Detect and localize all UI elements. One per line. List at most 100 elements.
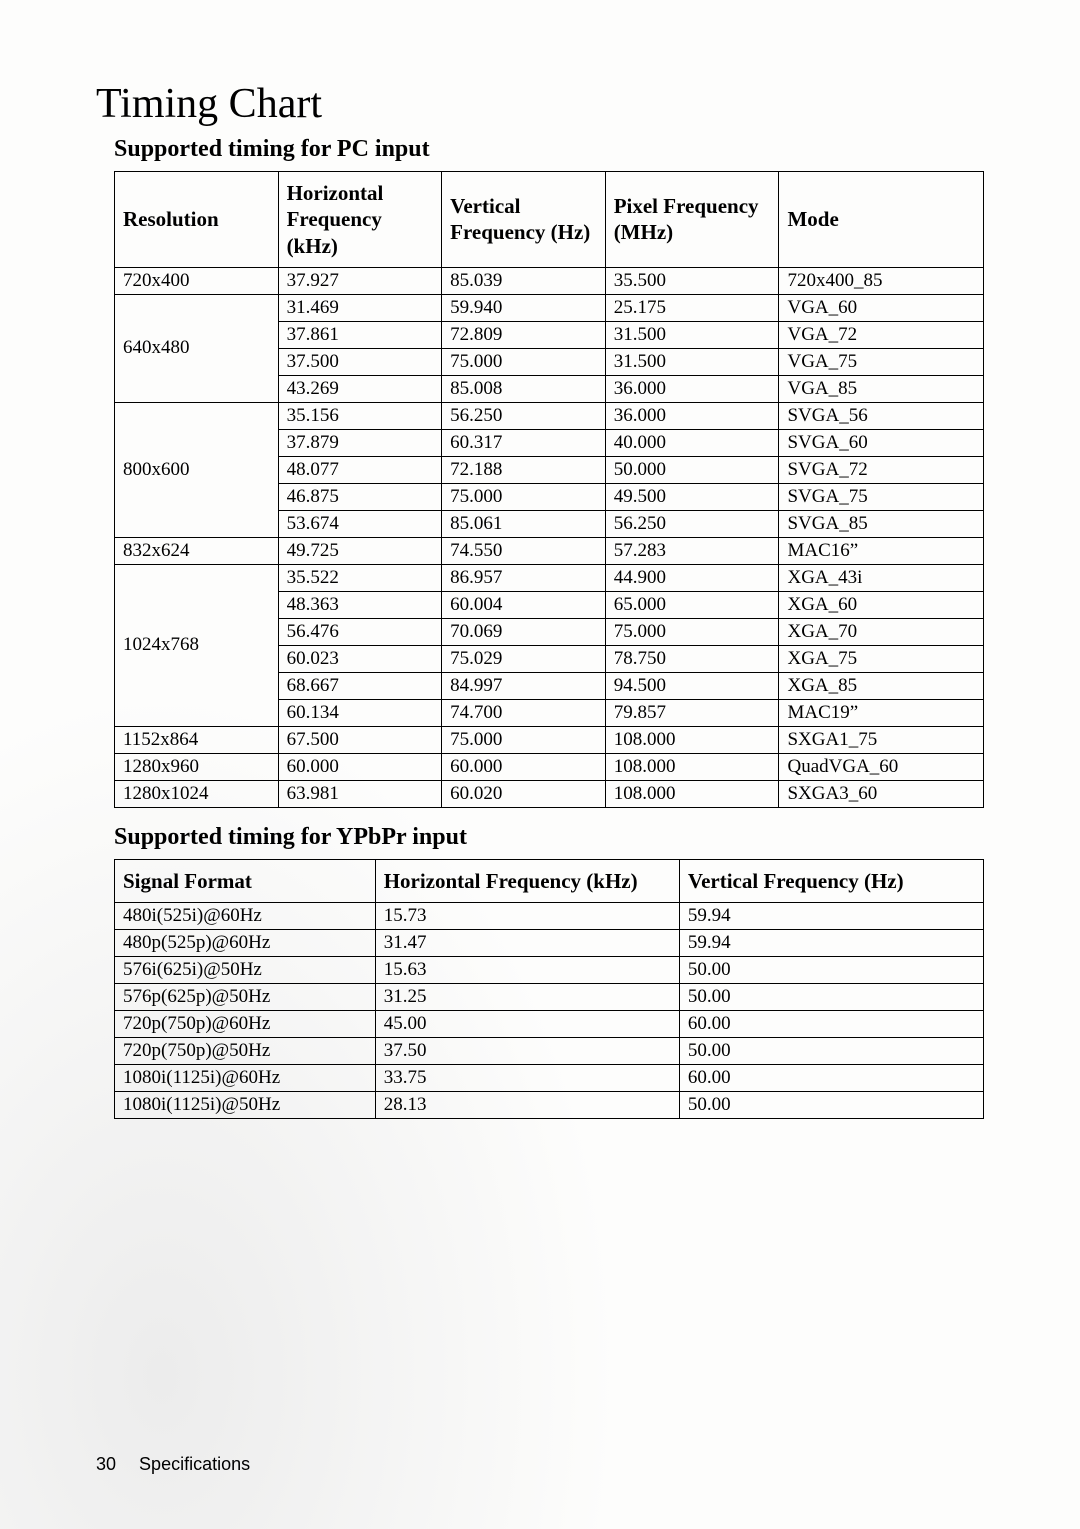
table-row: 480p(525p)@60Hz31.4759.94 xyxy=(115,930,984,957)
cell-vfreq: 75.029 xyxy=(442,645,606,672)
cell-resolution: 1280x960 xyxy=(115,753,279,780)
cell-hfreq: 48.077 xyxy=(278,456,442,483)
cell-hfreq: 43.269 xyxy=(278,375,442,402)
table-header-row: Resolution Horizontal Frequency (kHz) Ve… xyxy=(115,172,984,268)
cell-hfreq: 31.47 xyxy=(375,930,679,957)
cell-mode: VGA_60 xyxy=(779,294,984,321)
cell-signal: 576i(625i)@50Hz xyxy=(115,957,376,984)
cell-mode: SVGA_56 xyxy=(779,402,984,429)
cell-signal: 1080i(1125i)@60Hz xyxy=(115,1065,376,1092)
cell-pfreq: 35.500 xyxy=(605,267,779,294)
page: Timing Chart Supported timing for PC inp… xyxy=(0,0,1080,1529)
table-row: 1080i(1125i)@50Hz28.1350.00 xyxy=(115,1092,984,1119)
cell-mode: SVGA_60 xyxy=(779,429,984,456)
cell-mode: QuadVGA_60 xyxy=(779,753,984,780)
cell-mode: MAC19” xyxy=(779,699,984,726)
cell-pfreq: 31.500 xyxy=(605,321,779,348)
col-signal-format: Signal Format xyxy=(115,859,376,902)
cell-vfreq: 50.00 xyxy=(679,957,983,984)
cell-vfreq: 75.000 xyxy=(442,483,606,510)
cell-pfreq: 79.857 xyxy=(605,699,779,726)
cell-mode: SVGA_72 xyxy=(779,456,984,483)
cell-mode: SVGA_75 xyxy=(779,483,984,510)
cell-resolution: 1280x1024 xyxy=(115,780,279,807)
cell-vfreq: 50.00 xyxy=(679,1092,983,1119)
cell-signal: 576p(625p)@50Hz xyxy=(115,984,376,1011)
cell-vfreq: 59.940 xyxy=(442,294,606,321)
cell-vfreq: 56.250 xyxy=(442,402,606,429)
cell-vfreq: 70.069 xyxy=(442,618,606,645)
cell-pfreq: 94.500 xyxy=(605,672,779,699)
cell-pfreq: 108.000 xyxy=(605,780,779,807)
cell-hfreq: 53.674 xyxy=(278,510,442,537)
cell-vfreq: 59.94 xyxy=(679,903,983,930)
cell-vfreq: 74.700 xyxy=(442,699,606,726)
cell-resolution: 640x480 xyxy=(115,294,279,402)
cell-vfreq: 60.000 xyxy=(442,753,606,780)
cell-hfreq: 28.13 xyxy=(375,1092,679,1119)
cell-vfreq: 86.957 xyxy=(442,564,606,591)
table-row: 640x48031.46959.94025.175VGA_60 xyxy=(115,294,984,321)
table-row: 576i(625i)@50Hz15.6350.00 xyxy=(115,957,984,984)
cell-vfreq: 60.317 xyxy=(442,429,606,456)
cell-pfreq: 78.750 xyxy=(605,645,779,672)
cell-signal: 480p(525p)@60Hz xyxy=(115,930,376,957)
cell-signal: 720p(750p)@50Hz xyxy=(115,1038,376,1065)
cell-hfreq: 35.522 xyxy=(278,564,442,591)
pc-timing-table: Resolution Horizontal Frequency (kHz) Ve… xyxy=(114,171,984,808)
cell-hfreq: 15.73 xyxy=(375,903,679,930)
cell-hfreq: 33.75 xyxy=(375,1065,679,1092)
cell-resolution: 832x624 xyxy=(115,537,279,564)
col-mode: Mode xyxy=(779,172,984,268)
col-resolution: Resolution xyxy=(115,172,279,268)
cell-pfreq: 49.500 xyxy=(605,483,779,510)
cell-vfreq: 75.000 xyxy=(442,348,606,375)
pc-section-heading: Supported timing for PC input xyxy=(114,136,984,163)
cell-vfreq: 60.00 xyxy=(679,1011,983,1038)
cell-resolution: 1152x864 xyxy=(115,726,279,753)
table-header-row: Signal Format Horizontal Frequency (kHz)… xyxy=(115,859,984,902)
cell-vfreq: 72.188 xyxy=(442,456,606,483)
cell-hfreq: 68.667 xyxy=(278,672,442,699)
cell-mode: MAC16” xyxy=(779,537,984,564)
cell-mode: VGA_85 xyxy=(779,375,984,402)
cell-pfreq: 56.250 xyxy=(605,510,779,537)
cell-hfreq: 15.63 xyxy=(375,957,679,984)
cell-vfreq: 60.004 xyxy=(442,591,606,618)
cell-vfreq: 50.00 xyxy=(679,1038,983,1065)
table-row: 1024x76835.52286.95744.900XGA_43i xyxy=(115,564,984,591)
cell-hfreq: 37.879 xyxy=(278,429,442,456)
cell-vfreq: 74.550 xyxy=(442,537,606,564)
cell-hfreq: 45.00 xyxy=(375,1011,679,1038)
cell-pfreq: 36.000 xyxy=(605,402,779,429)
cell-vfreq: 72.809 xyxy=(442,321,606,348)
cell-signal: 720p(750p)@60Hz xyxy=(115,1011,376,1038)
cell-pfreq: 40.000 xyxy=(605,429,779,456)
cell-resolution: 720x400 xyxy=(115,267,279,294)
cell-pfreq: 57.283 xyxy=(605,537,779,564)
cell-pfreq: 25.175 xyxy=(605,294,779,321)
cell-pfreq: 65.000 xyxy=(605,591,779,618)
cell-hfreq: 63.981 xyxy=(278,780,442,807)
ypbpr-section-heading: Supported timing for YPbPr input xyxy=(114,824,984,851)
page-footer: 30 Specifications xyxy=(96,1454,250,1475)
cell-hfreq: 49.725 xyxy=(278,537,442,564)
cell-vfreq: 85.061 xyxy=(442,510,606,537)
cell-mode: VGA_72 xyxy=(779,321,984,348)
table-row: 800x60035.15656.25036.000SVGA_56 xyxy=(115,402,984,429)
cell-hfreq: 60.023 xyxy=(278,645,442,672)
cell-vfreq: 85.008 xyxy=(442,375,606,402)
table-row: 576p(625p)@50Hz31.2550.00 xyxy=(115,984,984,1011)
cell-signal: 480i(525i)@60Hz xyxy=(115,903,376,930)
col-vfreq: Vertical Frequency (Hz) xyxy=(442,172,606,268)
table-row: 720x40037.92785.03935.500720x400_85 xyxy=(115,267,984,294)
cell-mode: XGA_85 xyxy=(779,672,984,699)
cell-vfreq: 59.94 xyxy=(679,930,983,957)
cell-vfreq: 60.00 xyxy=(679,1065,983,1092)
cell-hfreq: 46.875 xyxy=(278,483,442,510)
cell-mode: SXGA3_60 xyxy=(779,780,984,807)
ypbpr-timing-table: Signal Format Horizontal Frequency (kHz)… xyxy=(114,859,984,1119)
table-row: 720p(750p)@50Hz37.5050.00 xyxy=(115,1038,984,1065)
table-row: 832x62449.72574.55057.283MAC16” xyxy=(115,537,984,564)
cell-vfreq: 84.997 xyxy=(442,672,606,699)
